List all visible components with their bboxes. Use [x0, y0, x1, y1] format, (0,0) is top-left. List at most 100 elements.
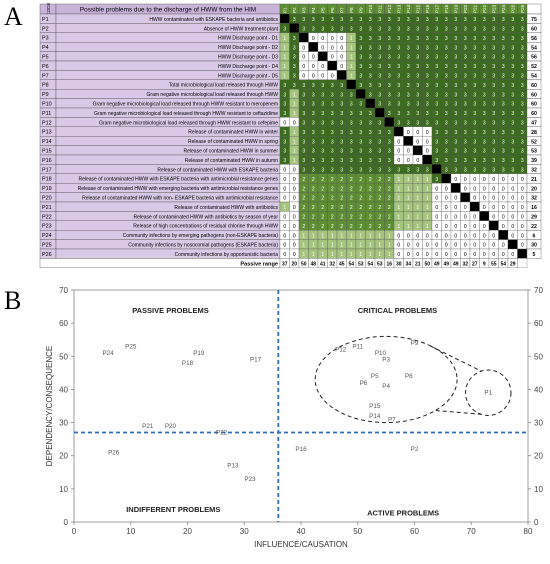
matrix-cell-value: 0: [473, 233, 476, 239]
matrix-cell-value: 0: [283, 196, 286, 202]
matrix-cell-value: 0: [407, 158, 410, 164]
matrix-cell-value: 0: [445, 215, 448, 221]
matrix-row-total: 60: [531, 92, 537, 98]
matrix-cell-value: 2: [340, 205, 343, 211]
matrix-cell-value: 2: [331, 186, 334, 192]
matrix-row-total: 53: [531, 149, 537, 155]
matrix-cell-value: 3: [359, 158, 362, 164]
x-tick-label: 30: [240, 527, 249, 536]
matrix-cell-value: 2: [302, 186, 305, 192]
matrix-cell-value: 3: [359, 139, 362, 145]
matrix-cell-value: 0: [321, 36, 324, 42]
matrix-cell-value: 1: [388, 243, 391, 249]
matrix-cell-value: 3: [283, 27, 286, 33]
matrix-cell-value: 1: [407, 196, 410, 202]
matrix-cell-value: 3: [445, 17, 448, 23]
matrix-cell-value: 1: [331, 252, 334, 258]
point-label: P22: [216, 430, 228, 437]
matrix-row-code: P5: [42, 55, 49, 61]
matrix-col-header: P15: [415, 4, 420, 13]
matrix-cell-value: 3: [397, 36, 400, 42]
matrix-cell: [365, 98, 376, 109]
matrix-cell-value: 3: [378, 17, 381, 23]
matrix-cell-value: 3: [416, 74, 419, 80]
matrix-cell-value: 1: [407, 177, 410, 183]
matrix-cell-value: 3: [445, 158, 448, 164]
matrix-cell: [289, 23, 300, 33]
matrix-cell-value: 3: [359, 121, 362, 127]
matrix-cell-value: 1: [426, 205, 429, 211]
matrix-cell-value: 3: [502, 17, 505, 23]
matrix-cell-value: 3: [464, 111, 467, 117]
matrix-cell-value: 3: [388, 149, 391, 155]
matrix-cell-value: 3: [445, 64, 448, 70]
matrix-cell-value: 3: [492, 139, 495, 145]
matrix-cell-value: 3: [483, 45, 486, 51]
matrix-cell-value: 3: [359, 130, 362, 136]
point-label: P9: [411, 340, 419, 347]
matrix-cell-value: 1: [397, 177, 400, 183]
matrix-col-header: P16: [425, 4, 430, 13]
matrix-row-label: Release of contaminated HWW with non- ES…: [82, 196, 278, 202]
matrix-cell-value: 2: [369, 224, 372, 230]
matrix-cell-value: 3: [435, 92, 438, 98]
matrix-cell-value: 3: [473, 111, 476, 117]
matrix-row-total: 60: [531, 111, 537, 117]
matrix-cell-value: 1: [302, 233, 305, 239]
matrix-cell-value: 0: [435, 224, 438, 230]
matrix-cell-value: 3: [521, 121, 524, 127]
matrix-cell-value: 3: [511, 55, 514, 61]
x-tick-label: 40: [297, 527, 306, 536]
matrix-cell-value: 2: [312, 224, 315, 230]
matrix-cell-value: 3: [511, 45, 514, 51]
matrix-cell-value: 3: [293, 45, 296, 51]
x-tick-label: 20: [183, 527, 192, 536]
matrix-cell-value: 3: [378, 158, 381, 164]
matrix-cell-value: 3: [483, 111, 486, 117]
matrix-cell: [355, 89, 366, 99]
matrix-cell-value: 3: [435, 149, 438, 155]
matrix-cell: [298, 32, 309, 43]
matrix-cell: [374, 107, 385, 118]
matrix-cell-value: 1: [426, 196, 429, 202]
passive-range-value: 53: [377, 262, 383, 268]
matrix-cell-value: 3: [426, 92, 429, 98]
matrix-cell-value: 3: [369, 64, 372, 70]
point-label: P8: [405, 373, 413, 380]
matrix-cell-value: 0: [340, 64, 343, 70]
matrix-cell-value: 0: [473, 177, 476, 183]
matrix-cell-value: 1: [350, 243, 353, 249]
matrix-cell-value: 3: [302, 130, 305, 136]
matrix-cell-value: 3: [350, 168, 353, 174]
point-label: P15: [369, 403, 381, 410]
matrix-cell-value: 1: [340, 252, 343, 258]
passive-range-cell: [517, 258, 528, 268]
matrix-cell-value: 1: [293, 139, 296, 145]
matrix-cell-value: 3: [492, 36, 495, 42]
matrix-cell-value: 3: [359, 17, 362, 23]
matrix-cell-value: 3: [483, 92, 486, 98]
matrix-cell-value: 0: [283, 233, 286, 239]
matrix-cell-value: 0: [502, 252, 505, 258]
matrix-cell-value: 0: [340, 55, 343, 61]
matrix-cell-value: 3: [331, 139, 334, 145]
matrix-cell-value: 3: [502, 130, 505, 136]
matrix-cell-value: 2: [321, 224, 324, 230]
matrix-row-total: 52: [531, 64, 537, 70]
passive-range-value: 49: [453, 262, 459, 268]
matrix-cell-value: 3: [435, 158, 438, 164]
matrix-cell-value: 0: [283, 168, 286, 174]
matrix-cell-value: 3: [293, 17, 296, 23]
matrix-cell-value: 3: [426, 17, 429, 23]
matrix-cell-value: 2: [388, 186, 391, 192]
matrix-cell-value: 3: [426, 74, 429, 80]
matrix-cell-value: 3: [454, 64, 457, 70]
matrix-cell-value: 3: [435, 36, 438, 42]
matrix-cell-value: 3: [340, 130, 343, 136]
matrix-cell-value: 2: [350, 224, 353, 230]
matrix-cell-value: 0: [426, 149, 429, 155]
matrix-cell-value: 0: [445, 224, 448, 230]
matrix-row-label: Release of contaminated HWW in summer: [184, 149, 279, 155]
matrix-cell-value: 0: [426, 243, 429, 249]
matrix-cell-value: 0: [502, 205, 505, 211]
